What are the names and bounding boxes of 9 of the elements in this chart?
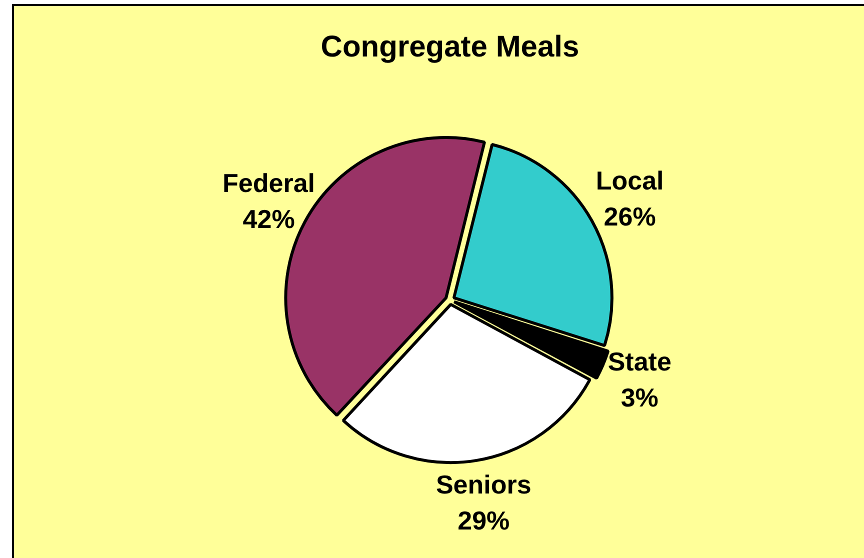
data-label: 26%	[604, 202, 656, 232]
data-label: 42%	[242, 204, 295, 234]
slice-label: Local	[596, 166, 664, 196]
slice-label: State	[608, 346, 672, 377]
data-label: 3%	[620, 382, 658, 413]
chart-title: Congregate Meals	[320, 30, 580, 64]
slice-label: Seniors	[436, 469, 532, 500]
data-label: 29%	[458, 505, 510, 536]
slice-label: Federal	[222, 168, 316, 198]
